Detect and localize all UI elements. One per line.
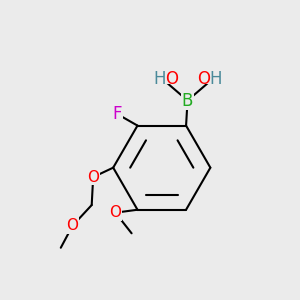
- Text: H: H: [209, 70, 221, 88]
- Text: F: F: [112, 105, 122, 123]
- FancyBboxPatch shape: [153, 74, 180, 84]
- Text: H: H: [154, 70, 166, 88]
- Text: B: B: [182, 92, 193, 110]
- Text: O: O: [110, 205, 122, 220]
- Text: O: O: [197, 70, 210, 88]
- Text: O: O: [165, 70, 178, 88]
- Text: O: O: [67, 218, 79, 233]
- FancyBboxPatch shape: [196, 74, 222, 84]
- Text: O: O: [87, 169, 99, 184]
